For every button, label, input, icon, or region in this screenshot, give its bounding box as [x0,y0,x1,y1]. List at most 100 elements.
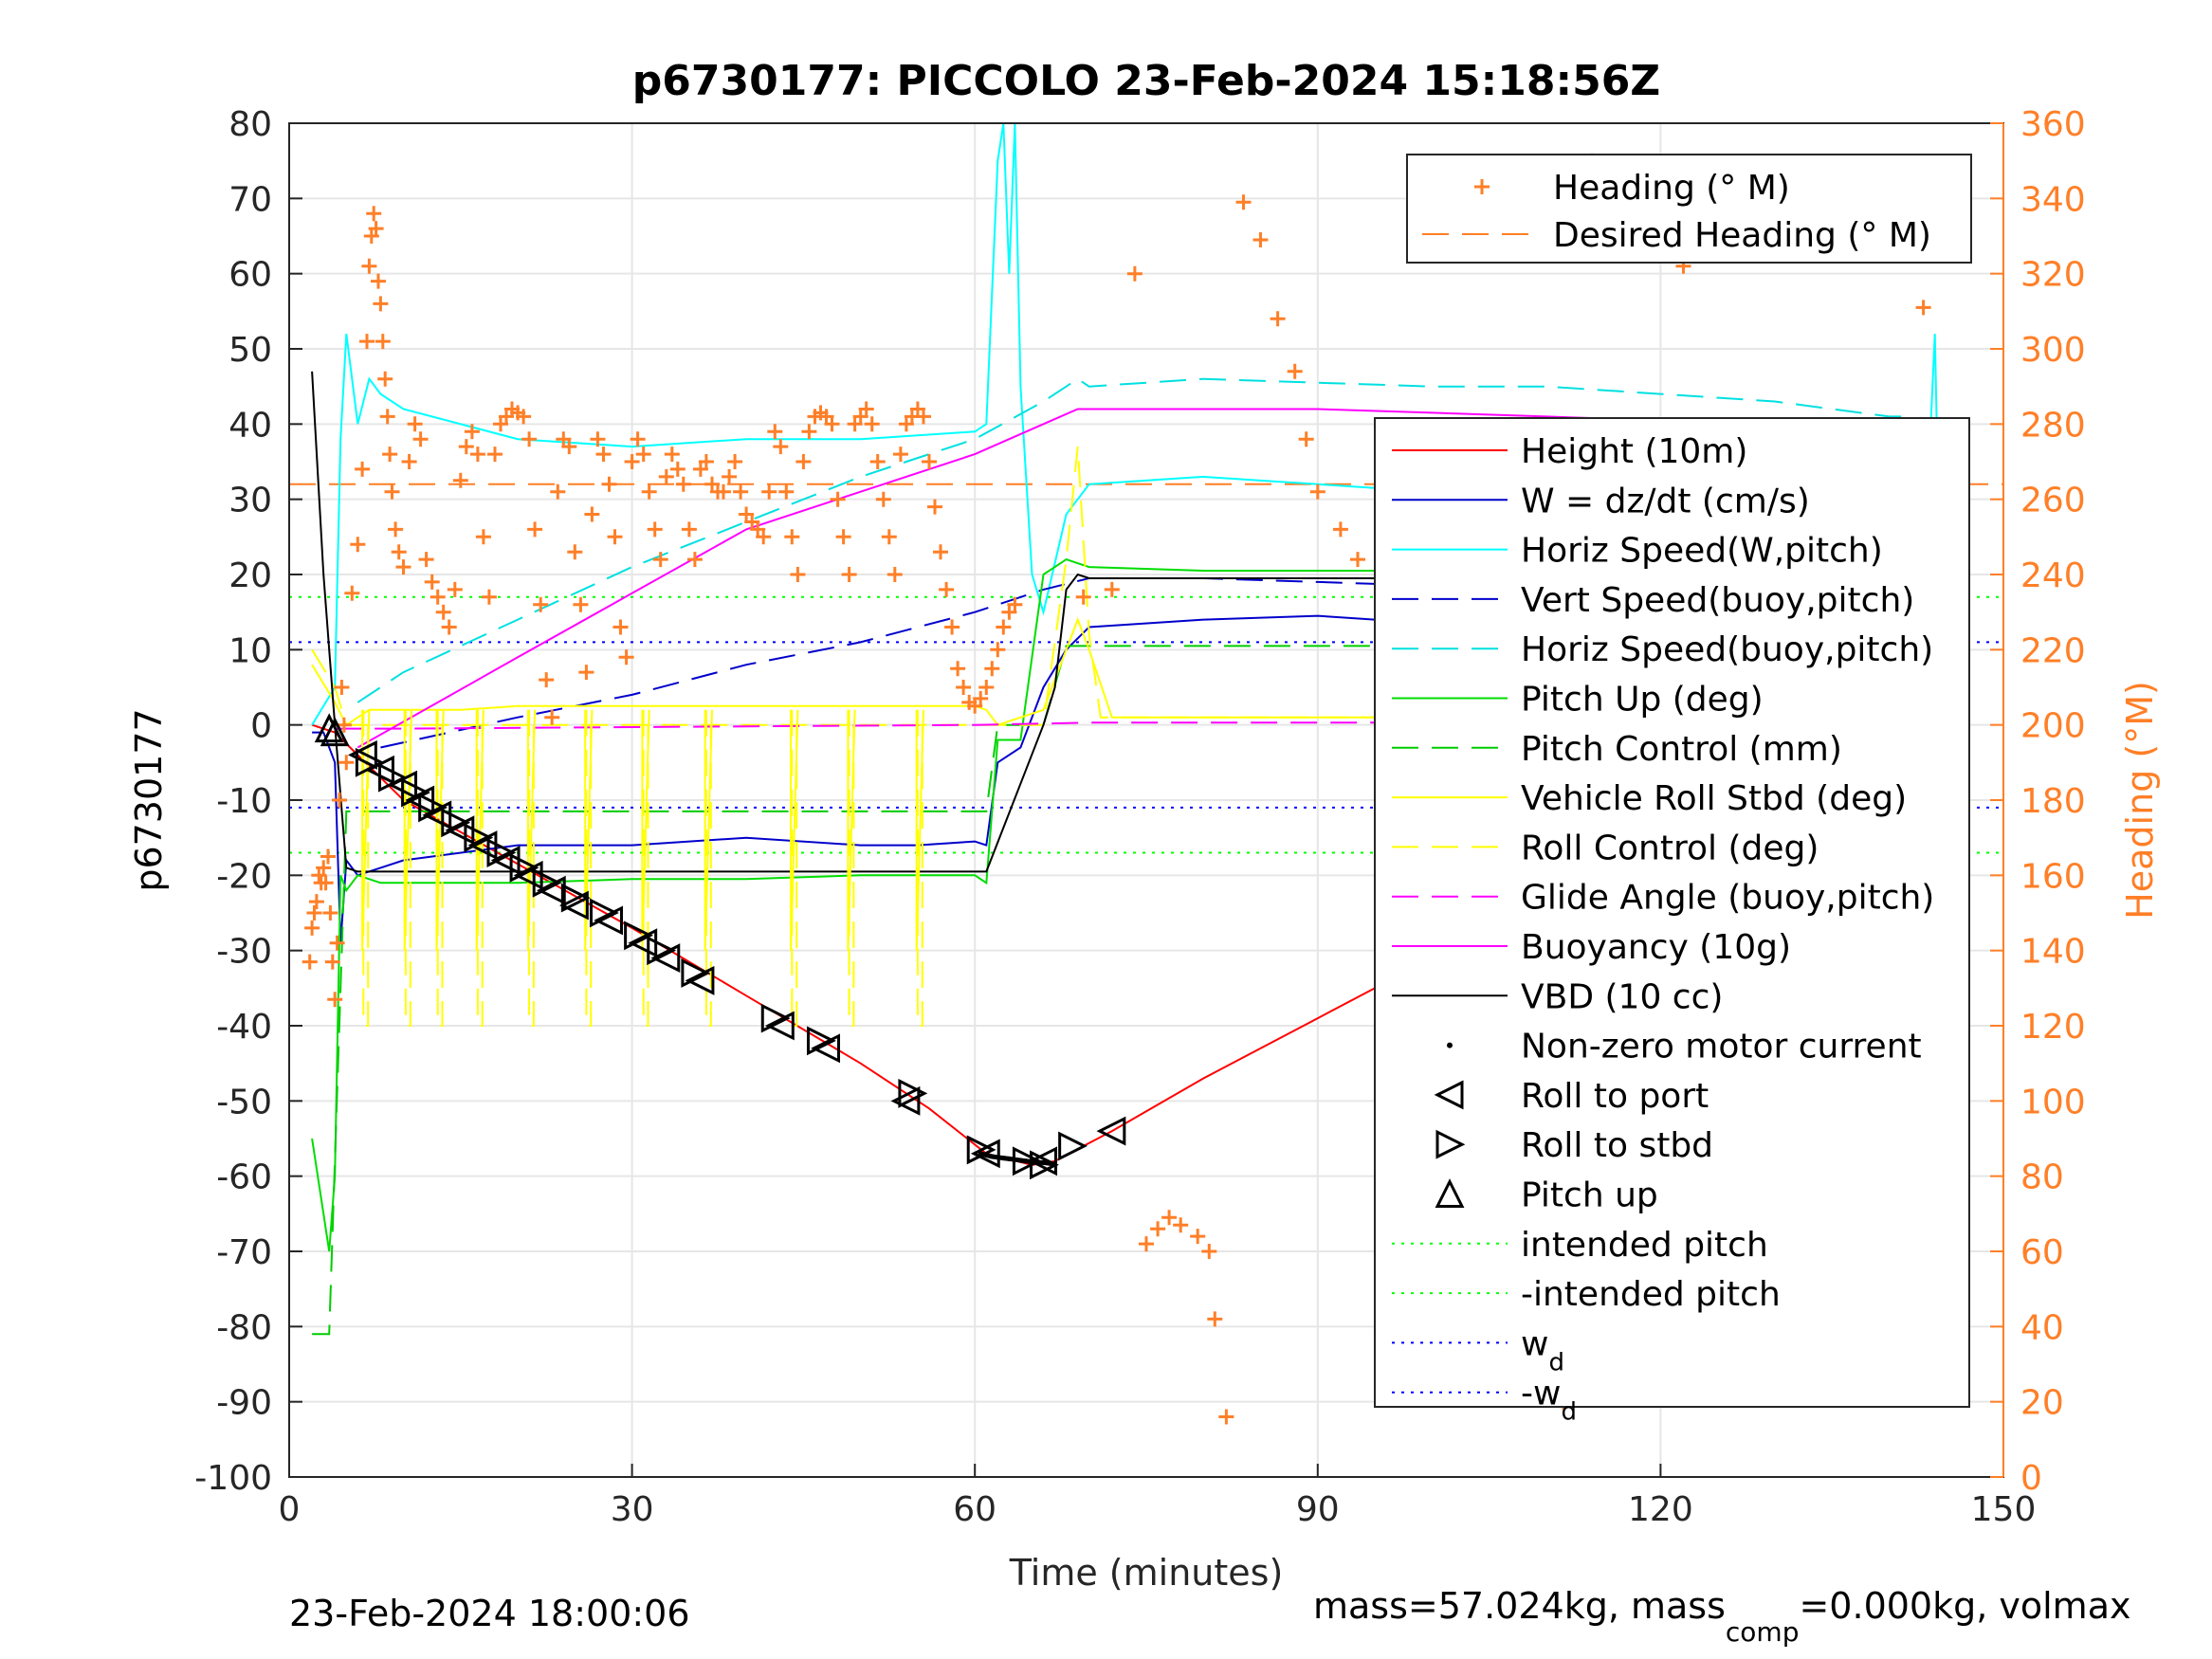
roll-spike-1 [403,709,412,951]
roll-spike-4 [526,709,537,951]
legend-label-5: Pitch Up (deg) [1521,681,1764,720]
legend-label-14: Roll to stbd [1521,1126,1713,1165]
roll-spike-6 [641,709,650,951]
y-right-tick-label-8: 200 [2020,707,2086,746]
y-tick-label-12: -40 [216,1008,272,1047]
roll-spike-9 [847,709,856,951]
heading-point-136 [978,680,995,695]
roll-spike-5 [584,709,594,951]
heading-point-75 [630,431,646,447]
heading-point-28 [377,371,393,387]
heading-point-155 [1270,311,1286,327]
heading-point-21 [361,258,377,274]
heading-point-27 [375,334,391,350]
heading-point-74 [624,454,640,469]
roll-to-stbd-marker-19 [1030,1150,1059,1180]
legend-heading-label-0: Heading (° M) [1553,169,1790,208]
y-right-tick-label-0: 360 [2020,105,2086,144]
heading-point-8 [320,848,336,865]
heading-point-16 [338,755,355,771]
heading-point-50 [487,447,503,463]
y-right-tick-label-10: 160 [2020,857,2086,896]
roll-to-stbd-marker-7 [509,852,539,883]
heading-point-41 [435,604,451,620]
y-right-tick-label-4: 280 [2020,406,2086,445]
legend-label-7: Vehicle Roll Stbd (deg) [1521,779,1907,818]
heading-point-110 [830,491,846,507]
heading-point-129 [939,581,955,597]
heading-point-144 [1126,265,1143,282]
heading-point-29 [379,409,395,425]
roll-to-port-marker-0 [347,739,377,770]
y-right-tick-label-11: 140 [2020,933,2086,972]
heading-point-104 [795,454,812,469]
footer-timestamp: 23-Feb-2024 18:00:06 [289,1593,690,1634]
legend-label-8: Roll Control (deg) [1521,829,1819,867]
heading-point-24 [368,221,384,237]
heading-point-150 [1201,1244,1217,1259]
heading-point-78 [647,521,663,538]
heading-point-160 [1350,552,1365,568]
heading-point-154 [1252,232,1269,247]
legend-label-10: Buoyancy (10g) [1521,928,1791,967]
legend-label-1: W = dz/dt (cm/s) [1521,482,1810,520]
heading-point-55 [516,409,532,425]
y-right-tick-label-9: 180 [2020,782,2086,821]
pitch-up-marker-0 [314,713,344,743]
heading-point-119 [881,529,897,545]
heading-point-25 [371,273,386,289]
roll-to-stbd-marker-17 [966,1135,996,1165]
heading-point-26 [373,296,389,312]
heading-point-48 [475,529,491,545]
roll-to-port-marker-20 [1096,1116,1126,1146]
heading-point-153 [1235,194,1252,210]
heading-point-57 [527,521,543,538]
y-tick-label-15: -70 [216,1233,272,1272]
roll-to-stbd-marker-2 [401,777,430,808]
heading-point-118 [875,491,891,507]
heading-point-64 [567,544,583,560]
heading-point-6 [316,860,332,876]
heading-point-49 [481,589,497,605]
heading-point-151 [1207,1311,1223,1327]
x-tick-label-2: 60 [953,1490,996,1529]
heading-point-37 [412,431,429,447]
y-axis-label: p6730177 [128,708,170,891]
heading-point-138 [990,642,1006,658]
heading-point-9 [322,905,338,921]
roll-to-stbd-marker-10 [589,898,619,928]
heading-point-65 [573,596,589,612]
heading-point-117 [869,454,886,469]
roll-to-stbd-marker-9 [560,883,591,913]
heading-point-148 [1173,1217,1189,1233]
roll-to-port-marker-14 [685,965,715,995]
heading-point-146 [1150,1221,1166,1237]
roll-to-stbd-marker-18 [1012,1146,1042,1176]
heading-point-30 [382,447,398,463]
heading-point-68 [590,431,606,447]
y-tick-label-14: -60 [216,1158,272,1197]
y-tick-label-5: 30 [229,482,272,520]
legend-main: Height (10m) W = dz/dt (cm/s) Horiz Speed(… [1374,417,1970,1427]
heading-point-32 [388,521,404,538]
y-tick-label-7: 10 [229,631,272,670]
heading-point-105 [801,424,817,440]
heading-point-0 [302,954,318,970]
roll-to-stbd-marker-4 [441,808,471,838]
heading-point-157 [1298,431,1314,447]
axes: 0 30 60 90 120 15080706050403020100-10-20-30-… [194,105,2085,1529]
heading-point-194 [1915,300,1931,316]
roll-to-stbd-marker-13 [681,958,711,988]
roll-to-port-marker-16 [811,1033,841,1064]
y-right-tick-label-7: 220 [2020,631,2086,670]
heading-point-102 [784,529,800,545]
legend-label-17: -intended pitch [1521,1275,1781,1314]
y-tick-label-3: 50 [229,331,272,370]
heading-point-38 [418,552,434,568]
roll-to-stbd-marker-1 [377,762,408,793]
heading-point-158 [1309,483,1325,500]
legend-symbol-13 [1434,1080,1464,1110]
y-right-tick-label-3: 300 [2020,331,2086,370]
heading-point-109 [824,416,840,432]
y-right-tick-label-13: 100 [2020,1083,2086,1121]
